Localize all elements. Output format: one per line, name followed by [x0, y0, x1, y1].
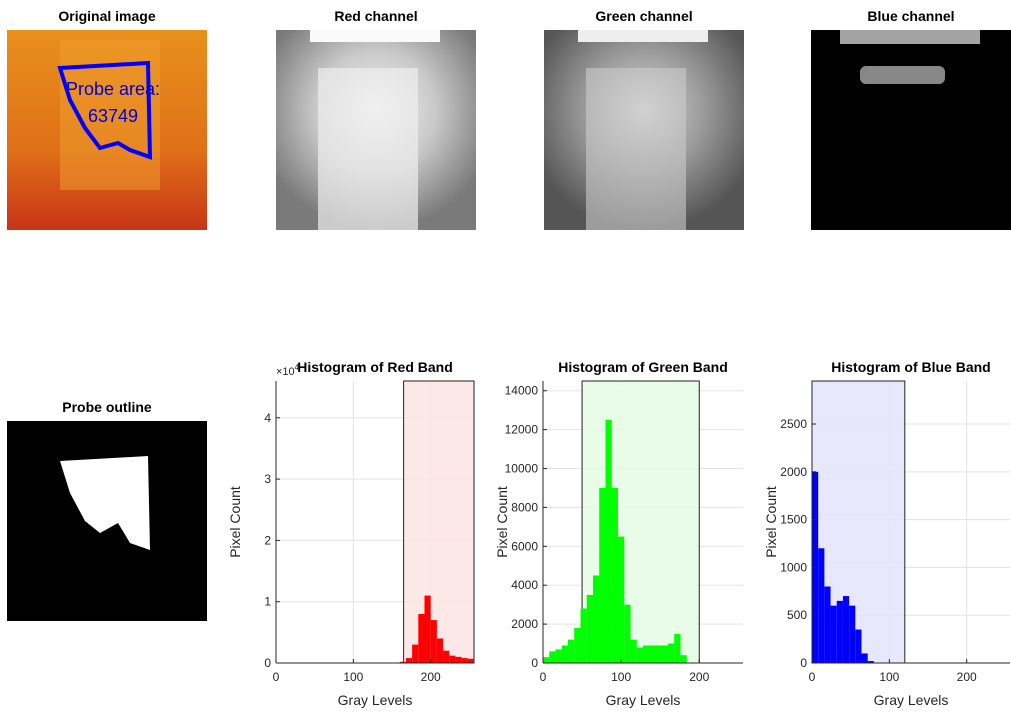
histogram-bar — [555, 649, 562, 663]
histogram-bar — [836, 600, 843, 663]
histogram-bar — [574, 627, 581, 663]
y-multiplier-exponent: 4 — [295, 363, 300, 372]
histogram-bar — [674, 633, 681, 663]
histogram-bar — [680, 655, 687, 663]
highlight-region — [403, 380, 475, 664]
histogram-bar — [643, 645, 650, 663]
histogram-bar — [842, 596, 850, 663]
histogram-bar — [436, 638, 444, 663]
histogram-bar — [867, 661, 874, 663]
y-tick-label: 2000 — [780, 465, 807, 479]
y-tick-label: 500 — [787, 608, 807, 622]
histogram-bar — [568, 639, 575, 663]
y-axis-label: Pixel Count — [227, 486, 243, 558]
histogram-bar — [405, 658, 413, 663]
histogram-bar — [467, 658, 474, 663]
original-image: Probe area: 63749 — [7, 30, 207, 230]
histogram-bar — [549, 651, 556, 663]
y-multiplier-base: ×10 — [276, 366, 295, 378]
histogram-bar — [599, 487, 606, 663]
green-channel-image — [544, 30, 744, 230]
x-tick-label: 200 — [957, 670, 977, 684]
histogram-bar — [630, 639, 637, 663]
y-tick-label: 2 — [264, 533, 271, 547]
histogram-bar — [561, 645, 568, 663]
x-tick-label: 0 — [540, 670, 547, 684]
histogram-bar — [412, 644, 419, 663]
x-tick-label: 100 — [879, 670, 899, 684]
probe-outline-image — [7, 421, 207, 621]
histogram-bar — [818, 548, 825, 663]
histogram-bar — [449, 655, 456, 663]
histogram-bar — [624, 604, 631, 663]
histogram-bar — [543, 657, 550, 663]
histogram-bar — [849, 605, 856, 663]
y-tick-label: 0 — [800, 656, 807, 670]
y-axis-label: Pixel Count — [763, 486, 779, 558]
annotation: 63749 — [88, 106, 138, 126]
histogram-bar — [636, 647, 643, 663]
histogram-bar — [655, 645, 662, 663]
y-tick-label: 4 — [264, 411, 271, 425]
y-tick-label: 3 — [264, 472, 271, 486]
histogram-bar — [668, 643, 675, 663]
histogram-bar — [605, 419, 612, 663]
annotation: Probe area: — [66, 79, 160, 99]
x-tick-label: 200 — [689, 670, 709, 684]
histogram-bar — [661, 645, 668, 663]
chart-title: Histogram of Blue Band — [831, 359, 990, 375]
histogram-bar — [399, 661, 406, 663]
y-tick-label: 1500 — [780, 513, 807, 527]
x-axis-label: Gray Levels — [606, 692, 681, 708]
red-channel-image — [276, 30, 476, 230]
y-tick-label: 0 — [264, 656, 271, 670]
x-tick-label: 100 — [611, 670, 631, 684]
panel-title: Original image — [58, 8, 155, 24]
histogram-bar — [430, 620, 437, 663]
panel-title: Blue channel — [867, 8, 954, 24]
y-multiplier: ×104 — [276, 363, 300, 378]
chart-title: Histogram of Red Band — [297, 359, 453, 375]
y-tick-label: 6000 — [511, 539, 538, 553]
x-tick-label: 0 — [809, 670, 816, 684]
histogram-bar — [618, 536, 625, 663]
y-tick-label: 14000 — [505, 384, 539, 398]
histogram-bar — [455, 656, 462, 663]
histogram-bar — [424, 595, 431, 663]
y-tick-label: 12000 — [505, 423, 539, 437]
histogram-bar — [830, 605, 837, 663]
histogram-bar — [649, 645, 656, 663]
panel-title: Green channel — [595, 8, 692, 24]
blue-channel-image — [811, 30, 1011, 230]
panel-title: Probe outline — [62, 399, 152, 415]
y-tick-label: 1 — [264, 595, 271, 609]
x-axis-label: Gray Levels — [874, 692, 949, 708]
panel-title: Red channel — [334, 8, 417, 24]
histogram-bar — [461, 658, 468, 663]
histogram-bar — [580, 608, 587, 663]
histogram-bar — [855, 629, 862, 663]
histogram-bar — [593, 575, 600, 663]
x-tick-label: 100 — [343, 670, 363, 684]
histogram-bar — [418, 613, 425, 663]
chart-title: Histogram of Green Band — [558, 359, 728, 375]
x-tick-label: 200 — [421, 670, 441, 684]
x-tick-label: 0 — [273, 670, 280, 684]
y-tick-label: 10000 — [505, 462, 539, 476]
histogram-bar — [443, 650, 450, 663]
histogram-bar — [861, 653, 868, 663]
y-tick-label: 2000 — [511, 617, 538, 631]
y-tick-label: 4000 — [511, 578, 538, 592]
y-tick-label: 8000 — [511, 500, 538, 514]
y-tick-label: 0 — [531, 656, 538, 670]
histogram-bar — [611, 487, 618, 663]
y-tick-label: 2500 — [780, 417, 807, 431]
y-axis-label: Pixel Count — [494, 486, 510, 558]
y-tick-label: 1000 — [780, 560, 807, 574]
histogram-bar — [824, 586, 831, 663]
x-axis-label: Gray Levels — [338, 692, 413, 708]
histogram-bar — [586, 594, 593, 663]
